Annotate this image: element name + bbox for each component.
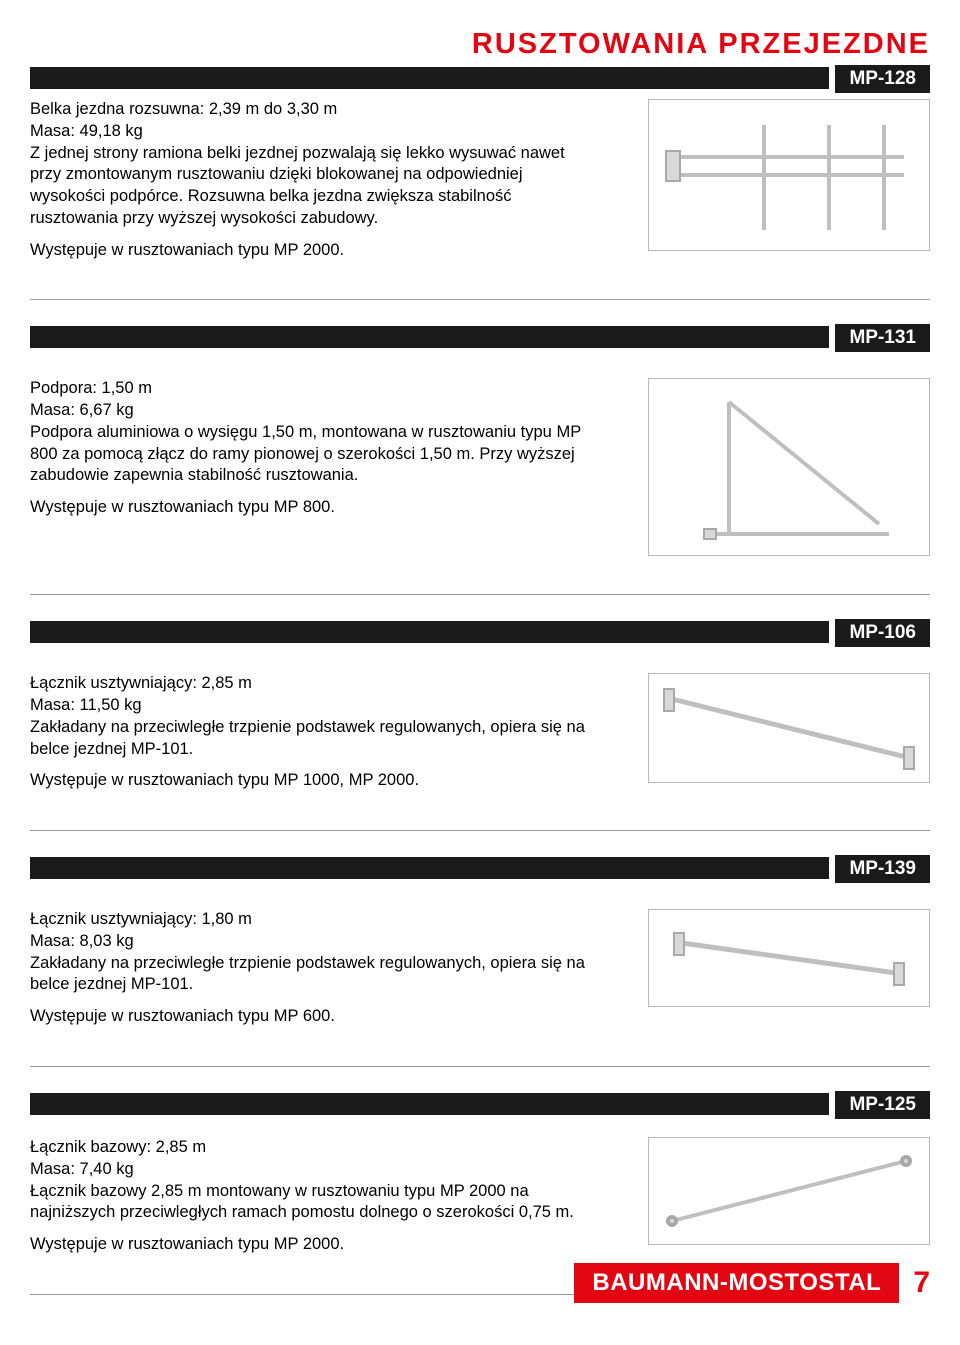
footer-page-number: 7: [899, 1263, 930, 1303]
description: Zakładany na przeciwległe trzpienie pods…: [30, 953, 595, 997]
section-image: [615, 909, 930, 1028]
section-header-bar: [30, 1093, 829, 1115]
spec-line: Belka jezdna rozsuwna: 2,39 m do 3,30 m: [30, 99, 595, 121]
section-header-bar: [30, 67, 829, 89]
section-code-badge: MP-139: [835, 855, 930, 883]
section-code-badge: MP-128: [835, 65, 930, 93]
brace-short-icon: [654, 915, 924, 1001]
section-header: MP-139: [30, 855, 930, 879]
note: Występuje w rusztowaniach typu MP 2000.: [30, 240, 595, 262]
section-header-bar: [30, 326, 829, 348]
spec-line: Podpora: 1,50 m: [30, 378, 595, 400]
section-text: Łącznik usztywniający: 1,80 m Masa: 8,03…: [30, 909, 615, 1028]
note: Występuje w rusztowaniach typu MP 2000.: [30, 1234, 595, 1256]
section-header: MP-128: [30, 65, 930, 89]
description: Łącznik bazowy 2,85 m montowany w ruszto…: [30, 1181, 595, 1225]
section-divider: [30, 1066, 930, 1067]
spec-line: Łącznik usztywniający: 2,85 m: [30, 673, 595, 695]
section-mp-139: MP-139 Łącznik usztywniający: 1,80 m Mas…: [30, 855, 930, 1067]
spec-line: Łącznik usztywniający: 1,80 m: [30, 909, 595, 931]
footer-brand: BAUMANN-MOSTOSTAL: [574, 1263, 899, 1303]
section-text: Podpora: 1,50 m Masa: 6,67 kg Podpora al…: [30, 378, 615, 556]
page-title: RUSZTOWANIA PRZEJEZDNE: [30, 28, 930, 61]
section-divider: [30, 594, 930, 595]
section-header-bar: [30, 857, 829, 879]
outrigger-icon: [654, 384, 924, 550]
section-image: [615, 1137, 930, 1256]
beam-frame-icon: [654, 105, 924, 245]
section-divider: [30, 830, 930, 831]
product-image: [648, 378, 930, 556]
mass-line: Masa: 49,18 kg: [30, 121, 595, 143]
section-mp-128: MP-128 Belka jezdna rozsuwna: 2,39 m do …: [30, 65, 930, 300]
section-code-badge: MP-106: [835, 619, 930, 647]
description: Z jednej strony ramiona belki jezdnej po…: [30, 143, 595, 230]
product-image: [648, 909, 930, 1007]
section-header: MP-106: [30, 619, 930, 643]
section-image: [615, 378, 930, 556]
note: Występuje w rusztowaniach typu MP 1000, …: [30, 770, 595, 792]
note: Występuje w rusztowaniach typu MP 600.: [30, 1006, 595, 1028]
section-text: Łącznik bazowy: 2,85 m Masa: 7,40 kg Łąc…: [30, 1137, 615, 1256]
section-code-badge: MP-131: [835, 324, 930, 352]
page-footer: BAUMANN-MOSTOSTAL 7: [574, 1263, 930, 1303]
section-image: [615, 99, 930, 261]
mass-line: Masa: 6,67 kg: [30, 400, 595, 422]
section-header-bar: [30, 621, 829, 643]
mass-line: Masa: 7,40 kg: [30, 1159, 595, 1181]
section-mp-131: MP-131 Podpora: 1,50 m Masa: 6,67 kg Pod…: [30, 324, 930, 595]
description: Podpora aluminiowa o wysięgu 1,50 m, mon…: [30, 422, 595, 487]
mass-line: Masa: 8,03 kg: [30, 931, 595, 953]
section-divider: [30, 299, 930, 300]
product-image: [648, 1137, 930, 1245]
spec-line: Łącznik bazowy: 2,85 m: [30, 1137, 595, 1159]
section-text: Łącznik usztywniający: 2,85 m Masa: 11,5…: [30, 673, 615, 792]
section-header: MP-125: [30, 1091, 930, 1115]
page-title-row: RUSZTOWANIA PRZEJEZDNE: [30, 28, 930, 61]
description: Zakładany na przeciwległe trzpienie pods…: [30, 717, 595, 761]
brace-long-icon: [654, 679, 924, 777]
bar-diag-icon: [654, 1143, 924, 1239]
product-image: [648, 673, 930, 783]
section-text: Belka jezdna rozsuwna: 2,39 m do 3,30 m …: [30, 99, 615, 261]
product-image: [648, 99, 930, 251]
section-code-badge: MP-125: [835, 1091, 930, 1119]
mass-line: Masa: 11,50 kg: [30, 695, 595, 717]
section-header: MP-131: [30, 324, 930, 348]
note: Występuje w rusztowaniach typu MP 800.: [30, 497, 595, 519]
section-mp-106: MP-106 Łącznik usztywniający: 2,85 m Mas…: [30, 619, 930, 831]
section-image: [615, 673, 930, 792]
